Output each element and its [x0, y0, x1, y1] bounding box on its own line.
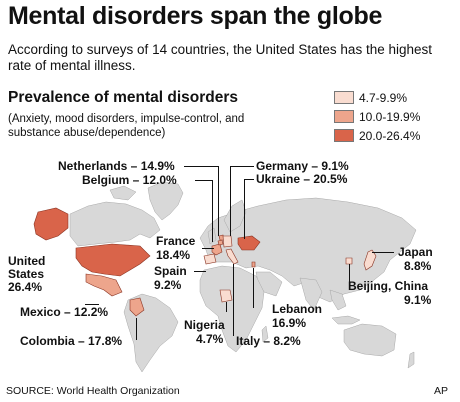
australia-land	[343, 323, 397, 357]
label-germany: Germany – 9.1%	[256, 159, 349, 173]
belgium-shape	[217, 239, 224, 246]
india-land	[299, 277, 323, 311]
label-italy: Italy – 8.2%	[236, 334, 301, 348]
greenland-land	[147, 181, 184, 221]
germany-shape	[222, 235, 233, 248]
credit: AP	[434, 385, 449, 397]
label-us-value: 26.4%	[8, 280, 43, 294]
leader-japan	[372, 252, 394, 253]
leader-netherlands-v	[218, 166, 219, 236]
leader-lebanon	[253, 268, 254, 308]
nigeria-shape	[219, 289, 233, 303]
leader-germany-h	[230, 166, 254, 167]
new-zealand-land	[407, 351, 415, 369]
leader-germany-v	[230, 166, 231, 236]
label-lebanon-name: Lebanon	[272, 302, 322, 316]
legend: 4.7-9.9% 10.0-19.9% 20.0-26.4%	[334, 88, 420, 145]
leader-spain	[194, 271, 206, 272]
legend-swatch-high	[334, 129, 354, 142]
legend-label-low: 4.7-9.9%	[359, 90, 408, 105]
leader-ukraine-h	[244, 179, 254, 180]
label-colombia: Colombia – 17.8%	[20, 334, 123, 348]
legend-swatch-mid	[334, 110, 354, 123]
leader-netherlands-h	[184, 166, 218, 167]
label-lebanon-value: 16.9%	[272, 316, 307, 330]
page-title: Mental disorders span the globe	[8, 2, 383, 30]
label-ukraine: Ukraine – 20.5%	[256, 172, 348, 186]
legend-label-high: 20.0-26.4%	[359, 128, 421, 143]
legend-label-mid: 10.0-19.9%	[359, 109, 421, 124]
mexico-shape	[85, 273, 123, 297]
colombia-shape	[129, 297, 145, 317]
label-us-name-1: United	[8, 254, 46, 268]
legend-swatch-low	[334, 91, 354, 104]
eurasia-land	[199, 197, 417, 303]
leader-italy	[233, 264, 234, 336]
leader-china	[349, 264, 350, 284]
italy-shape	[225, 248, 239, 265]
label-spain-name: Spain	[154, 264, 187, 278]
legend-item-mid: 10.0-19.9%	[334, 107, 420, 126]
label-netherlands: Netherlands – 14.9%	[58, 159, 175, 173]
arctic-islands-land	[109, 185, 137, 201]
leader-belgium-v	[212, 180, 213, 242]
legend-item-high: 20.0-26.4%	[334, 126, 420, 145]
ukraine-shape	[237, 235, 261, 251]
leader-mexico	[85, 304, 99, 305]
united-states-shape	[75, 243, 151, 277]
label-nigeria-name: Nigeria	[184, 318, 225, 332]
label-nigeria-value: 4.7%	[196, 332, 224, 346]
label-japan-value: 8.8%	[404, 259, 432, 273]
label-belgium: Belgium – 12.0%	[82, 173, 177, 187]
china-beijing-shape	[345, 257, 353, 265]
leader-france	[202, 248, 214, 249]
label-china-name: Beijing, China	[348, 279, 429, 293]
madagascar-land	[261, 325, 269, 343]
canada-land	[69, 201, 161, 247]
label-us-name-2: States	[8, 267, 45, 281]
source-note: SOURCE: World Health Organization	[6, 385, 180, 397]
alaska-shape	[33, 207, 69, 241]
africa-land	[199, 265, 265, 353]
section-title: Prevalence of mental disorders	[8, 89, 239, 106]
label-japan-name: Japan	[398, 245, 433, 259]
label-mexico: Mexico – 12.2%	[20, 305, 109, 319]
indonesia-land	[331, 315, 361, 325]
leader-ukraine-v	[244, 179, 245, 239]
legend-item-low: 4.7-9.9%	[334, 88, 420, 107]
lebanon-shape	[251, 261, 256, 268]
label-spain-value: 9.2%	[154, 278, 182, 292]
leader-nigeria	[226, 302, 227, 312]
label-france-name: France	[156, 234, 196, 248]
southeast-asia-land	[329, 289, 347, 311]
leader-colombia	[136, 318, 137, 340]
section-note: (Anxiety, mood disorders, impulse-contro…	[8, 113, 245, 139]
label-france-value: 18.4%	[156, 248, 191, 262]
leader-belgium-h	[195, 180, 212, 181]
subtitle: According to surveys of 14 countries, th…	[8, 42, 432, 73]
japan-shape	[363, 249, 377, 271]
spain-shape	[203, 253, 217, 265]
label-china-value: 9.1%	[404, 293, 432, 307]
